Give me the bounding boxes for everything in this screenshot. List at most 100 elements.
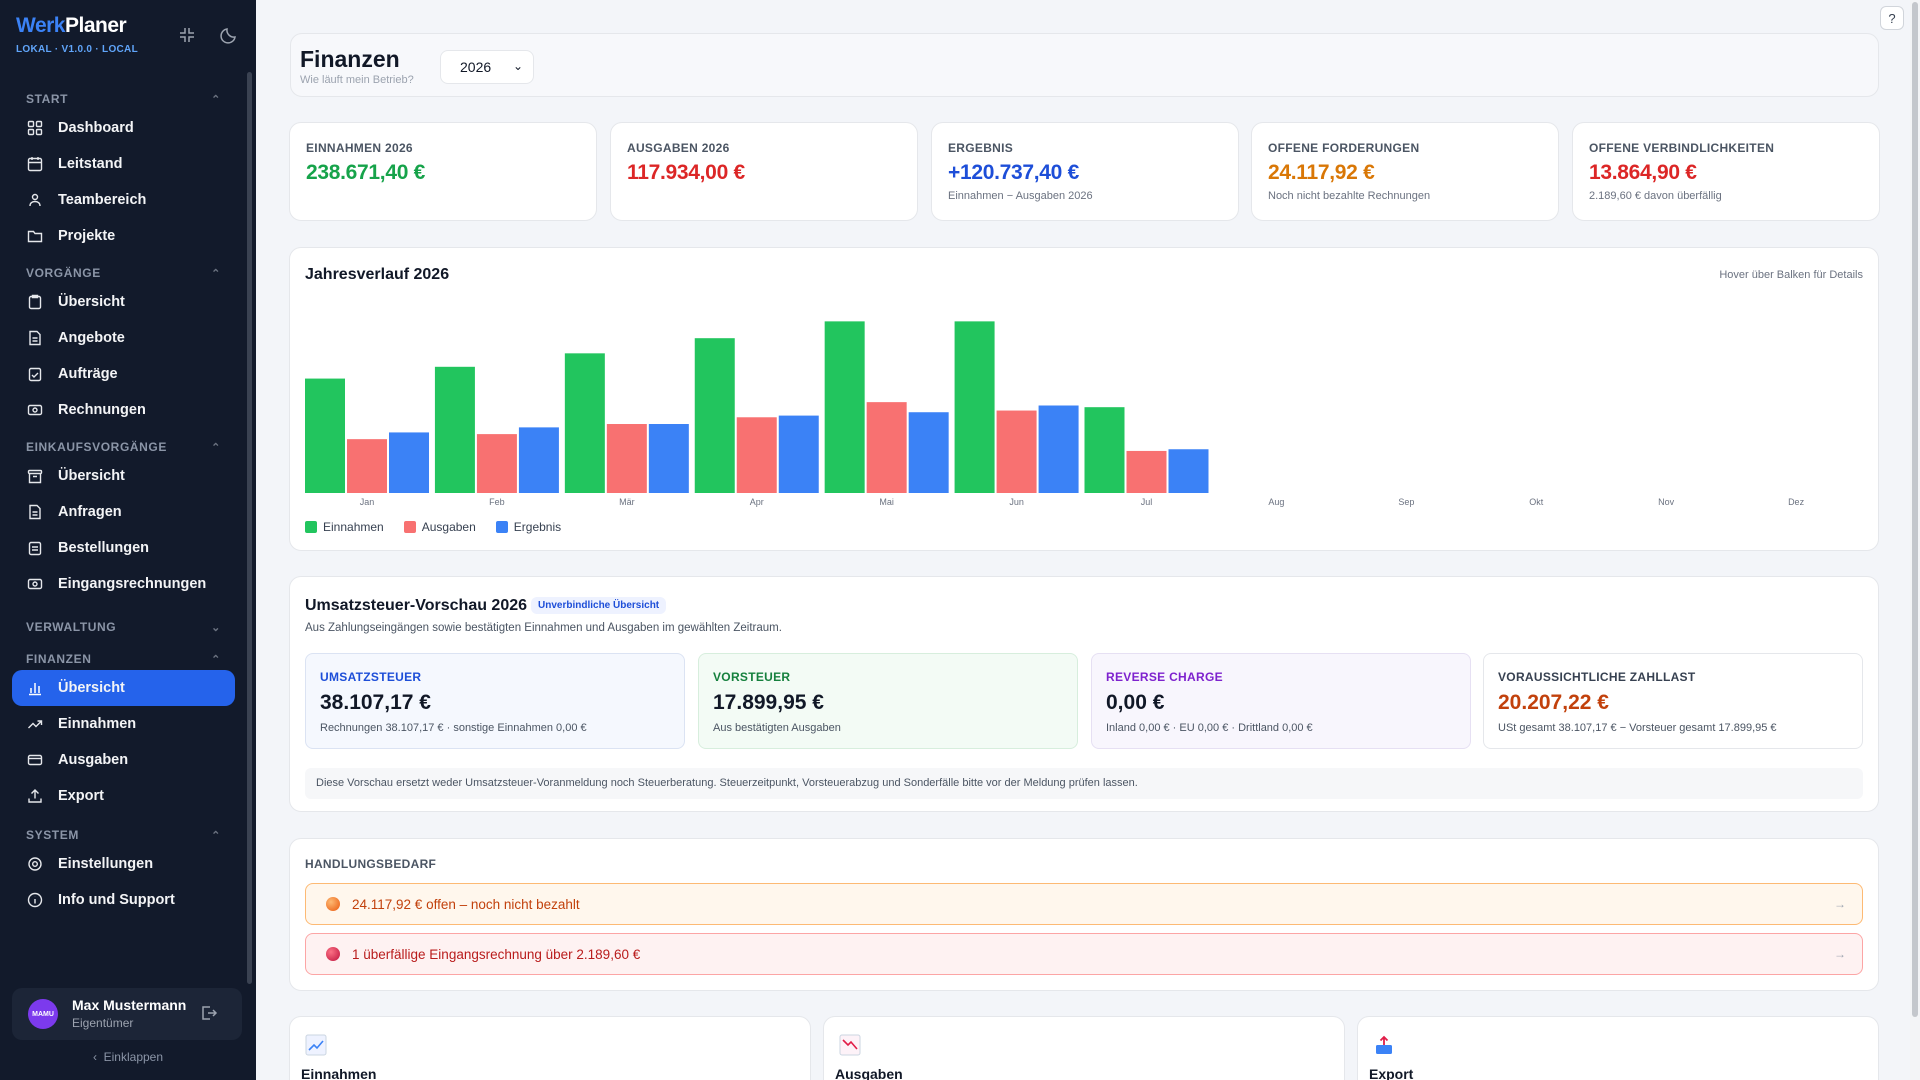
sidebar-item-finanzen-uebersicht[interactable]: Übersicht bbox=[12, 670, 235, 706]
sidebar-item-bestellungen[interactable]: Bestellungen bbox=[12, 530, 235, 566]
card-ausgaben[interactable]: Ausgaben bbox=[823, 1016, 1345, 1080]
chart-legend: Einnahmen Ausgaben Ergebnis bbox=[305, 520, 561, 534]
sidebar-item-projekte[interactable]: Projekte bbox=[12, 218, 235, 254]
ust-box-umsatzsteuer: UMSATZSTEUER 38.107,17 € Rechnungen 38.1… bbox=[305, 653, 685, 749]
legend-item-einnahmen[interactable]: Einnahmen bbox=[305, 520, 384, 534]
credit-card-icon bbox=[26, 751, 44, 769]
collapse-sidebar-button[interactable]: ‹ Einklappen bbox=[92, 1050, 164, 1064]
sidebar-item-leitstand[interactable]: Leitstand bbox=[12, 146, 235, 182]
year-select[interactable]: 2026 ⌄ bbox=[440, 50, 534, 84]
bar-einnahmen-jul[interactable] bbox=[1084, 407, 1125, 493]
sidebar-item-ausgaben[interactable]: Ausgaben bbox=[12, 742, 235, 778]
bar-ausgaben-mai[interactable] bbox=[866, 402, 907, 493]
kpi-value: 13.864,90 € bbox=[1589, 161, 1697, 184]
chart-card: Jahresverlauf 2026 Hover über Balken für… bbox=[289, 247, 1879, 551]
bar-ausgaben-apr[interactable] bbox=[736, 417, 777, 493]
sidebar-item-export[interactable]: Export bbox=[12, 778, 235, 814]
bar-ausgaben-jul[interactable] bbox=[1126, 450, 1167, 493]
sidebar-item-dashboard[interactable]: Dashboard bbox=[12, 110, 235, 146]
page-scrollbar[interactable] bbox=[1910, 0, 1920, 1080]
x-tick-label: Apr bbox=[750, 497, 764, 507]
chart-down-icon bbox=[839, 1034, 861, 1056]
ust-box-vorsteuer: VORSTEUER 17.899,95 € Aus bestätigten Au… bbox=[698, 653, 1078, 749]
bar-einnahmen-mai[interactable] bbox=[824, 321, 865, 493]
sidebar-item-auftraege[interactable]: Aufträge bbox=[12, 356, 235, 392]
bar-ausgaben-mär[interactable] bbox=[606, 424, 647, 493]
sidebar-item-info-support[interactable]: Info und Support bbox=[12, 882, 235, 918]
chevron-up-icon: ⌃ bbox=[211, 441, 221, 454]
outbox-icon bbox=[1373, 1034, 1395, 1056]
arrow-right-icon: → bbox=[1834, 897, 1846, 911]
clipboard-check-icon bbox=[26, 365, 44, 383]
bar-ergebnis-feb[interactable] bbox=[518, 427, 559, 493]
sidebar-item-eingangsrechnungen[interactable]: Eingangsrechnungen bbox=[12, 566, 235, 602]
sidebar-item-einnahmen[interactable]: Einnahmen bbox=[12, 706, 235, 742]
bar-einnahmen-jan[interactable] bbox=[305, 378, 345, 493]
help-button[interactable]: ? bbox=[1880, 6, 1904, 30]
bar-ergebnis-jul[interactable] bbox=[1168, 449, 1209, 493]
warning-dot-icon bbox=[326, 897, 340, 911]
chevron-left-icon: ‹ bbox=[92, 1050, 104, 1064]
alert-overdue-invoice[interactable]: 1 überfällige Eingangsrechnung über 2.18… bbox=[305, 933, 1863, 975]
bar-ergebnis-jan[interactable] bbox=[389, 432, 429, 493]
bar-ausgaben-feb[interactable] bbox=[476, 434, 517, 493]
logout-icon[interactable] bbox=[200, 1004, 218, 1027]
compress-icon[interactable] bbox=[176, 24, 198, 46]
section-vorgaenge[interactable]: VORGÄNGE ⌃ bbox=[26, 266, 221, 280]
ust-preview-card: Umsatzsteuer-Vorschau 2026 Unverbindlich… bbox=[289, 576, 1879, 812]
bar-einnahmen-feb[interactable] bbox=[434, 366, 475, 493]
bar-ergebnis-jun[interactable] bbox=[1038, 405, 1079, 494]
kpi-value: 117.934,00 € bbox=[627, 161, 745, 184]
version-label: LOKAL · V1.0.0 · LOCAL bbox=[16, 44, 138, 55]
sidebar-item-teambereich[interactable]: Teambereich bbox=[12, 182, 235, 218]
page-subtitle: Wie läuft mein Betrieb? bbox=[300, 74, 414, 86]
bar-chart: Jan Feb Mär Apr Mai Jun Jul Aug Sep Okt Nov Dez bbox=[305, 321, 1805, 507]
sidebar-item-rechnungen[interactable]: Rechnungen bbox=[12, 392, 235, 428]
chevron-down-icon: ⌄ bbox=[512, 59, 523, 73]
section-verwaltung[interactable]: VERWALTUNG ⌄ bbox=[26, 620, 221, 634]
bar-ergebnis-mai[interactable] bbox=[908, 412, 949, 493]
legend-item-ausgaben[interactable]: Ausgaben bbox=[403, 520, 476, 534]
sidebar-scrollbar[interactable] bbox=[247, 72, 252, 984]
section-einkaufsvorgaenge[interactable]: EINKAUFSVORGÄNGE ⌃ bbox=[26, 440, 221, 454]
x-tick-label: Okt bbox=[1529, 497, 1544, 507]
x-tick-label: Nov bbox=[1658, 497, 1675, 507]
bar-einnahmen-mär[interactable] bbox=[564, 353, 605, 493]
card-export[interactable]: Export bbox=[1357, 1016, 1879, 1080]
x-tick-label: Feb bbox=[489, 497, 505, 507]
user-name: Max Mustermann bbox=[72, 997, 187, 1013]
section-finanzen[interactable]: FINANZEN ⌃ bbox=[26, 652, 221, 666]
archive-icon bbox=[26, 467, 44, 485]
sidebar-item-anfragen[interactable]: Anfragen bbox=[12, 494, 235, 530]
app-logo[interactable]: WerkPlaner bbox=[16, 14, 127, 37]
card-einnahmen[interactable]: Einnahmen bbox=[289, 1016, 811, 1080]
page-header: Finanzen Wie läuft mein Betrieb? 2026 ⌄ bbox=[290, 33, 1879, 97]
arrow-right-icon: → bbox=[1834, 947, 1846, 961]
alert-open-receivables[interactable]: 24.117,92 € offen – noch nicht bezahlt → bbox=[305, 883, 1863, 925]
bar-einnahmen-apr[interactable] bbox=[694, 338, 735, 493]
kpi-ergebnis: ERGEBNIS +120.737,40 € Einnahmen − Ausga… bbox=[931, 122, 1239, 221]
sidebar-item-vorgaenge-uebersicht[interactable]: Übersicht bbox=[12, 284, 235, 320]
moon-icon[interactable] bbox=[218, 24, 240, 46]
kpi-offene-verbindlichkeiten: OFFENE VERBINDLICHKEITEN 13.864,90 € 2.1… bbox=[1572, 122, 1880, 221]
x-tick-label: Aug bbox=[1268, 497, 1284, 507]
ust-title: Umsatzsteuer-Vorschau 2026 bbox=[305, 597, 528, 614]
bar-ausgaben-jan[interactable] bbox=[347, 439, 387, 493]
calendar-icon bbox=[26, 155, 44, 173]
sidebar-item-einkauf-uebersicht[interactable]: Übersicht bbox=[12, 458, 235, 494]
kpi-value: +120.737,40 € bbox=[948, 161, 1079, 184]
section-system[interactable]: SYSTEM ⌃ bbox=[26, 828, 221, 842]
sidebar-item-einstellungen[interactable]: Einstellungen bbox=[12, 846, 235, 882]
trending-up-icon bbox=[26, 715, 44, 733]
bar-einnahmen-jun[interactable] bbox=[954, 321, 995, 493]
upload-icon bbox=[26, 787, 44, 805]
bar-ergebnis-apr[interactable] bbox=[778, 415, 819, 493]
kpi-offene-forderungen: OFFENE FORDERUNGEN 24.117,92 € Noch nich… bbox=[1251, 122, 1559, 221]
folder-icon bbox=[26, 227, 44, 245]
legend-item-ergebnis[interactable]: Ergebnis bbox=[495, 520, 561, 534]
user-panel[interactable]: MAMU Max Mustermann Eigentümer bbox=[12, 988, 242, 1040]
section-start[interactable]: START ⌃ bbox=[26, 92, 221, 106]
sidebar-item-angebote[interactable]: Angebote bbox=[12, 320, 235, 356]
bar-ausgaben-jun[interactable] bbox=[996, 410, 1037, 493]
bar-ergebnis-mär[interactable] bbox=[648, 424, 689, 493]
